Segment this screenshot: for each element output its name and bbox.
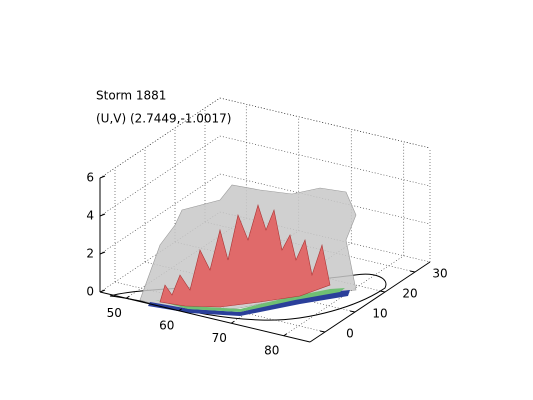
x-tick — [125, 295, 130, 299]
y-tick — [319, 330, 326, 333]
x-tick-label: 80 — [264, 343, 279, 357]
y-tick — [349, 310, 356, 313]
z-tick — [99, 213, 106, 217]
chart-subtitle: (U,V) (2.7449,-1.0017) — [96, 112, 231, 126]
z-tick-label: 6 — [86, 171, 94, 185]
y-tick-label: 30 — [432, 267, 447, 281]
z-tick-label: 2 — [86, 247, 94, 261]
z-tick — [99, 251, 106, 255]
y-tick-label: 20 — [402, 287, 417, 301]
y-tick — [379, 290, 386, 293]
grid-line — [99, 173, 221, 255]
x-axis — [99, 291, 311, 343]
y-tick — [409, 270, 416, 273]
chart-title: Storm 1881 — [96, 89, 166, 103]
y-tick-label: 0 — [346, 327, 354, 341]
grid-line — [99, 135, 221, 217]
x-tick-label: 70 — [212, 331, 227, 345]
x-tick — [230, 320, 235, 324]
x-tick — [283, 333, 288, 337]
z-tick-label: 4 — [86, 209, 94, 223]
x-tick-label: 60 — [159, 318, 174, 332]
z-tick-label: 0 — [86, 285, 94, 299]
box-edge — [99, 97, 221, 179]
z-tick — [99, 175, 106, 179]
y-axis — [309, 261, 431, 343]
inner-surface — [159, 203, 331, 308]
storm-surface — [109, 184, 387, 321]
y-tick-label: 10 — [372, 307, 387, 321]
x-tick-label: 50 — [107, 306, 122, 320]
x-tick — [178, 308, 183, 312]
z-tick — [99, 289, 106, 293]
surface-rim-green — [155, 288, 345, 312]
axes — [99, 175, 431, 343]
